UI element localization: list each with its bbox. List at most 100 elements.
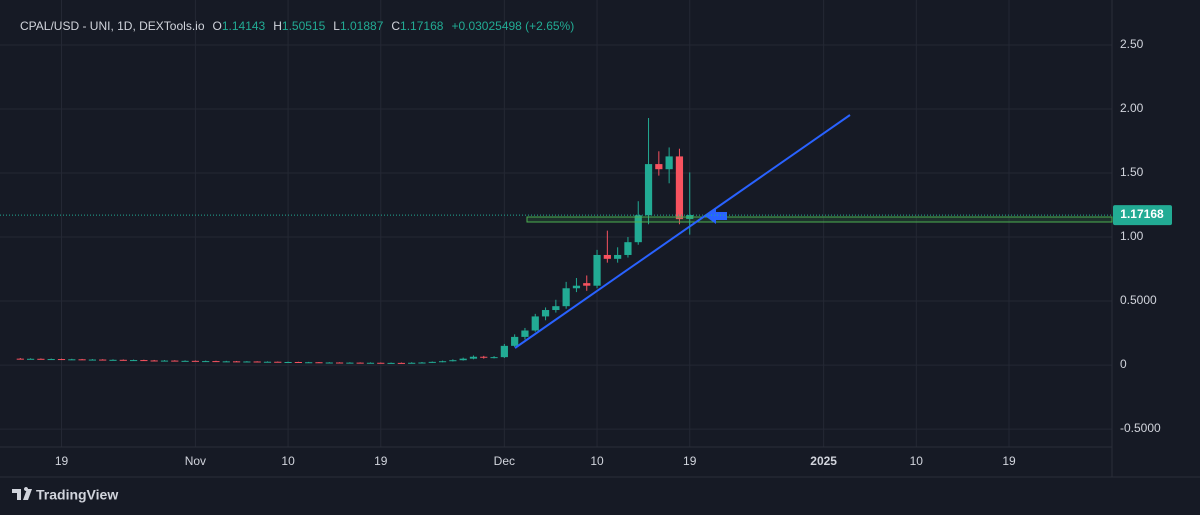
candle-body: [356, 362, 364, 364]
candle-body: [253, 361, 261, 363]
candle-body: [593, 254, 601, 286]
candle-body: [181, 360, 189, 362]
trend-line: [514, 114, 851, 349]
candle-body: [284, 361, 292, 363]
arrow: [705, 208, 727, 224]
candle-body: [583, 283, 591, 286]
candle-body: [57, 359, 66, 361]
candle-body: [408, 362, 416, 364]
ohlc-value: 1.01887: [340, 19, 384, 33]
symbol: CPAL/USD - UNI, 1D, DEXTools.io: [20, 19, 205, 33]
candle-body: [655, 164, 663, 170]
candle-body: [480, 356, 488, 358]
candle-body: [531, 316, 539, 331]
logo-mark: [12, 487, 32, 500]
candle-body: [511, 336, 519, 346]
candle-body: [644, 164, 653, 216]
x-tick-label: 19: [683, 454, 697, 468]
candle-body: [26, 358, 35, 360]
ohlc-value: 1.17168: [400, 19, 444, 33]
candle-body: [418, 362, 426, 364]
candle-body: [614, 254, 622, 259]
candle-body: [119, 359, 127, 361]
candle-body: [243, 361, 251, 363]
candle-body: [469, 356, 478, 359]
candle-body: [325, 362, 333, 364]
x-tick-label: Dec: [494, 454, 515, 468]
candle-body: [500, 345, 508, 358]
candle-body: [47, 359, 55, 361]
y-tick-label: 1.50: [1120, 165, 1144, 179]
y-tick-label: 0.5000: [1120, 293, 1157, 307]
legend-header: CPAL/USD - UNI, 1D, DEXTools.io O1.14143 H…: [20, 19, 574, 33]
candle-body: [305, 362, 313, 364]
candle-body: [191, 360, 199, 362]
candle-body: [16, 358, 24, 360]
candle-body: [459, 358, 467, 361]
candle-body: [521, 330, 529, 337]
candle-body: [366, 362, 375, 364]
candle-body: [88, 359, 96, 361]
x-tick-label: 10: [590, 454, 604, 468]
candle-body: [675, 156, 684, 220]
candle-body: [232, 361, 241, 363]
ohlc-label: L: [333, 19, 340, 33]
candle-body: [294, 361, 302, 363]
candles: [16, 117, 694, 364]
candle-body: [68, 359, 76, 361]
candle-body: [665, 156, 673, 170]
candle-body: [634, 215, 642, 243]
x-tick-label: 2025: [810, 454, 837, 468]
x-tick-label: 19: [55, 454, 69, 468]
x-tick-label: Nov: [185, 454, 206, 468]
candle-body: [274, 361, 282, 363]
candle-body: [397, 362, 405, 364]
candle-body: [129, 360, 138, 362]
candle-body: [37, 358, 45, 360]
candle-body: [449, 360, 457, 362]
candle-body: [263, 361, 272, 363]
candle-body: [335, 362, 344, 364]
candle-body: [212, 361, 220, 363]
candle-body: [222, 361, 230, 363]
logo: TradingView: [12, 487, 118, 503]
x-tick-label: 19: [374, 454, 388, 468]
ohlc-value: 1.14143: [222, 19, 266, 33]
ohlc-value: 1.50515: [282, 19, 326, 33]
ohlc-label: O: [213, 19, 222, 33]
candle-body: [171, 360, 179, 362]
y-tick-label: 2.50: [1120, 37, 1144, 51]
candle-body: [377, 362, 385, 364]
ohlc-label: C: [391, 19, 400, 33]
candle-body: [202, 361, 210, 363]
candle-body: [150, 360, 158, 362]
candle-body: [387, 362, 395, 364]
candle-body: [428, 361, 436, 363]
candle-body: [552, 306, 560, 311]
y-tick-label: 0: [1120, 357, 1127, 371]
candle-body: [109, 359, 117, 361]
candle-body: [160, 360, 169, 362]
support-zone: [526, 216, 1113, 223]
candle-body: [490, 357, 498, 359]
candle-body: [78, 359, 86, 361]
x-tick-label: 10: [281, 454, 295, 468]
ohlc-label: H: [273, 19, 282, 33]
candle-body: [140, 360, 148, 362]
candle-body: [562, 288, 570, 307]
y-tick-label: -0.5000: [1120, 421, 1161, 435]
brand: TradingView: [36, 487, 118, 503]
last-price-box: [1113, 205, 1172, 226]
x-tick-label: 19: [1002, 454, 1016, 468]
candle-body: [624, 242, 632, 255]
y-tick-label: 2.00: [1120, 101, 1144, 115]
change: +0.03025498 (+2.65%): [451, 19, 574, 33]
candle-body: [346, 362, 354, 364]
last-price-label: 1.17168: [1120, 207, 1164, 221]
x-tick-label: 10: [910, 454, 924, 468]
candle-body: [603, 254, 611, 259]
candle-body: [541, 310, 550, 317]
candle-body: [315, 362, 323, 364]
